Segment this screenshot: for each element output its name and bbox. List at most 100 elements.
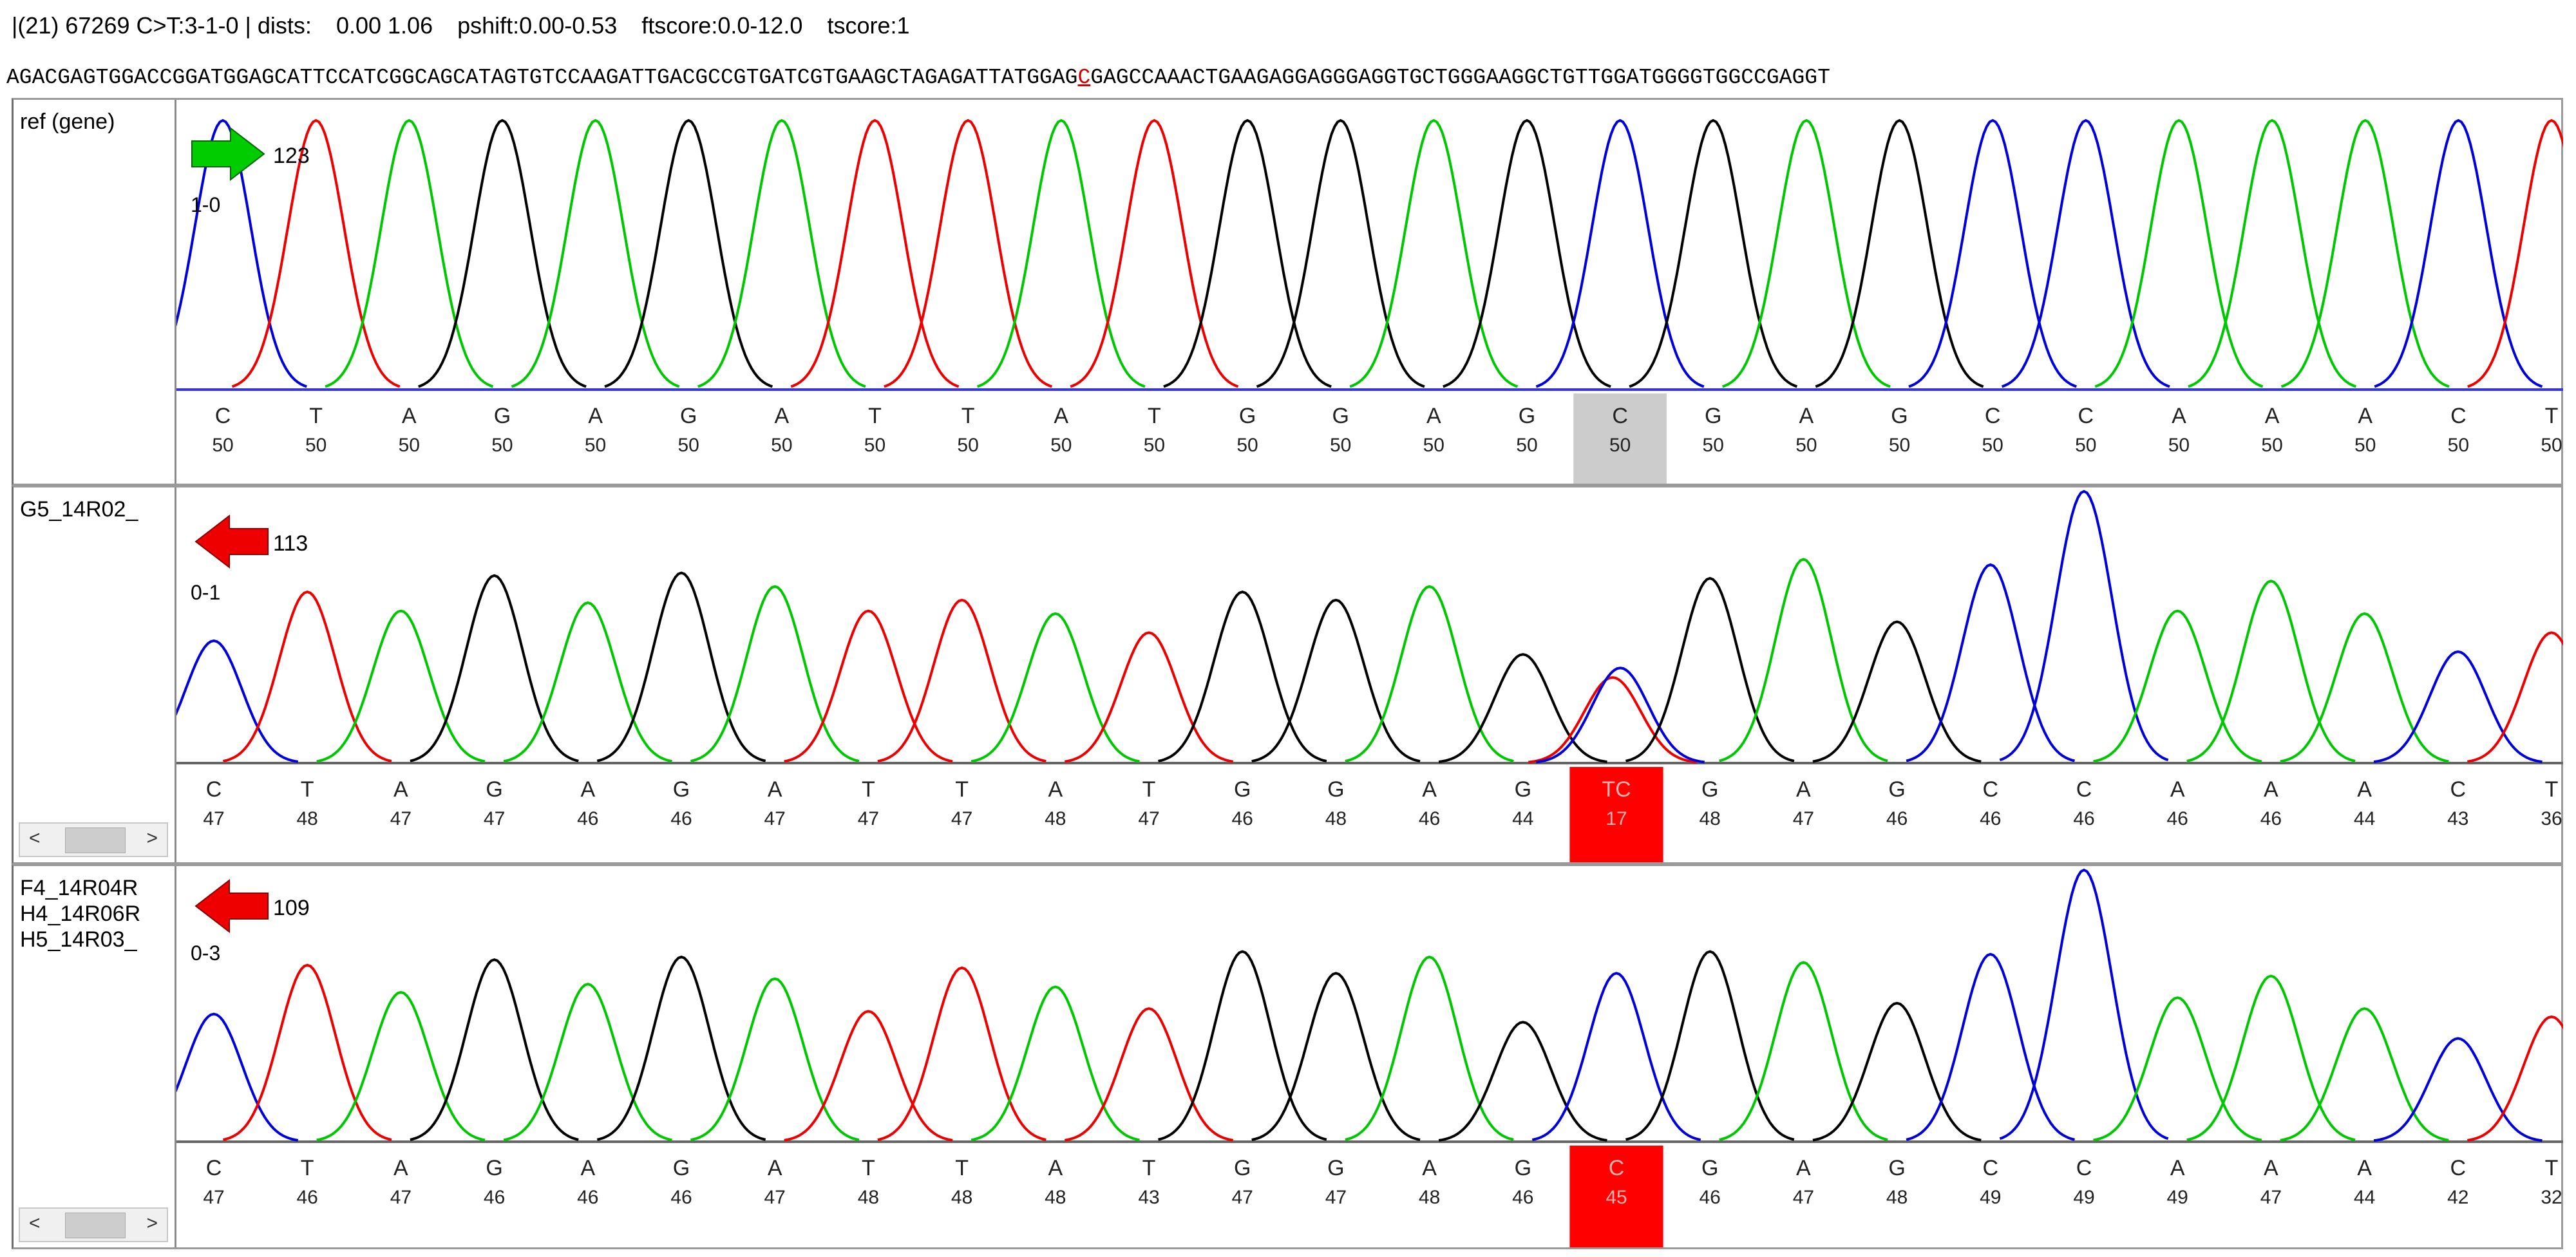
scroll-right-icon[interactable]: > xyxy=(146,1213,158,1234)
base-quality-score: 50 xyxy=(2168,435,2190,456)
base-quality-score: 47 xyxy=(858,808,879,829)
green-right-arrow-icon xyxy=(191,126,265,182)
base-quality-score: 50 xyxy=(678,435,699,456)
base-quality-score: 46 xyxy=(670,1187,692,1208)
trace-peak-C xyxy=(1535,118,1705,388)
trace-panel-sample-2: F4_14R04R H4_14R06R H5_14R03_ < > C 47 T 46… xyxy=(12,864,2563,1249)
base-call-letter: C xyxy=(2450,404,2467,428)
base-quality-score: 50 xyxy=(1423,435,1444,456)
trace-peak-A xyxy=(1719,558,1888,762)
trace-peak-T xyxy=(1528,676,1697,764)
base-call-letter: A xyxy=(2170,1156,2185,1180)
base-call-letter: G xyxy=(673,1156,690,1180)
trace-peak-A xyxy=(976,118,1146,388)
base-quality-score: 47 xyxy=(2260,1187,2282,1208)
scroll-left-icon[interactable]: < xyxy=(29,1213,41,1234)
base-quality-score: 47 xyxy=(764,808,786,829)
base-quality-score: 50 xyxy=(1703,435,1724,456)
window-header: |(21) 67269 C>T:3-1-0 | dists: 0.00 1.06… xyxy=(12,5,2562,46)
trace-peak-A xyxy=(2094,118,2264,388)
trace-peak-G xyxy=(1812,620,1982,763)
horizontal-scrollbar[interactable]: < > xyxy=(19,1207,168,1242)
trace-peak-C xyxy=(1906,563,2076,762)
trace-peak-A xyxy=(2093,609,2262,763)
base-call-letter: T xyxy=(862,1156,875,1180)
trace-peak-T xyxy=(1064,1007,1234,1142)
base-quality-score: 50 xyxy=(864,435,886,456)
base-quality-score: 48 xyxy=(1045,808,1066,829)
scroll-left-icon[interactable]: < xyxy=(29,827,41,849)
base-quality-score: 44 xyxy=(2354,1187,2375,1208)
trace-peak-T xyxy=(1064,631,1234,763)
trace-peak-C xyxy=(2373,650,2543,764)
trace-peak-A xyxy=(1719,961,1888,1141)
base-quality-score: 46 xyxy=(1419,808,1440,829)
base-quality-score: 47 xyxy=(203,1187,224,1208)
base-call-letter: T xyxy=(961,404,975,428)
trace-peak-G xyxy=(1256,118,1425,388)
trace-peak-G xyxy=(1443,118,1611,388)
base-quality-score: 48 xyxy=(1419,1187,1440,1208)
base-call-letter: A xyxy=(588,404,603,428)
chromatogram-trace: C 50 T 50 A 50 G 50 A 50 G 50 A 50 T 50 T 50 A 50 T 50 G 50 G 50 A… xyxy=(176,118,2563,484)
trace-peak-A xyxy=(971,612,1140,763)
base-call-letter: C xyxy=(1612,404,1628,428)
base-call-letter: A xyxy=(2265,404,2280,428)
trace-peak-C xyxy=(176,118,307,388)
horizontal-scrollbar[interactable]: < > xyxy=(19,822,168,857)
trace-peak-G xyxy=(1815,118,1984,388)
base-quality-score: 42 xyxy=(2447,1187,2468,1208)
trace-panel-sample-1: G5_14R02_ < > C 47 T 48 A 47 G 47 A 46 G 46 A 47 T 47 T 4… xyxy=(12,486,2563,864)
base-call-letter: G xyxy=(1327,1156,1344,1180)
scroll-thumb[interactable] xyxy=(65,827,126,853)
scroll-right-icon[interactable]: > xyxy=(146,827,158,849)
trace-peak-C xyxy=(2373,1037,2543,1142)
base-quality-score: 50 xyxy=(1609,435,1631,456)
base-quality-score: 48 xyxy=(858,1187,879,1208)
trace-peak-G xyxy=(1163,118,1332,388)
base-call-letter: A xyxy=(768,777,782,802)
reference-sequence: AGACGAGTGGACCGGATGGAGCATTCCATCGGCAGCATAG… xyxy=(6,58,2570,98)
base-quality-score: 50 xyxy=(771,435,792,456)
trace-peak-G xyxy=(1251,598,1421,763)
base-call-letter: T xyxy=(955,777,969,802)
scroll-thumb[interactable] xyxy=(65,1213,126,1238)
base-quality-score: 50 xyxy=(212,435,233,456)
trace-peak-G xyxy=(596,955,766,1141)
base-call-letter: A xyxy=(1054,404,1068,428)
base-call-letter: C xyxy=(215,404,231,428)
track-name: ref (gene) xyxy=(20,109,115,134)
base-call-letter: A xyxy=(2264,777,2278,802)
trace-peak-G xyxy=(1251,972,1421,1142)
trace-peak-T xyxy=(2467,631,2563,763)
trace-peak-A xyxy=(1345,585,1514,762)
base-call-letter: T xyxy=(1142,777,1156,802)
base-call-letter: T xyxy=(868,404,882,428)
trace-peak-C xyxy=(1999,489,2169,762)
track-label-column: F4_14R04R H4_14R06R H5_14R03_ < > xyxy=(14,866,176,1247)
track-label-column: G5_14R02_ < > xyxy=(14,487,176,862)
base-call-letter: C xyxy=(206,1156,222,1180)
trace-peak-A xyxy=(503,601,672,763)
base-quality-score: 36 xyxy=(2541,808,2562,829)
track-label-column: ref (gene) xyxy=(14,100,176,484)
trace-peak-C xyxy=(2374,118,2543,388)
base-call-letter: G xyxy=(1705,404,1721,428)
base-call-letter: A xyxy=(2358,404,2372,428)
trace-peak-T xyxy=(877,966,1046,1141)
trace-peak-A xyxy=(2093,996,2262,1142)
read-count: 109 xyxy=(273,896,310,920)
base-call-letter: G xyxy=(1515,777,1531,802)
base-quality-score: 50 xyxy=(2354,435,2376,456)
base-quality-score: 46 xyxy=(577,1187,598,1208)
trace-peak-G xyxy=(1625,950,1795,1141)
base-call-letter: A xyxy=(2357,777,2372,802)
base-call-letter: A xyxy=(1048,777,1063,802)
base-quality-score: 46 xyxy=(2260,808,2282,829)
base-quality-score: 50 xyxy=(1050,435,1072,456)
base-call-letter: G xyxy=(1234,1156,1251,1180)
base-call-letter: A xyxy=(402,404,417,428)
trace-peak-T xyxy=(784,1010,953,1142)
ref-seq-highlight: C xyxy=(1077,66,1091,90)
base-quality-score: 46 xyxy=(2073,808,2094,829)
